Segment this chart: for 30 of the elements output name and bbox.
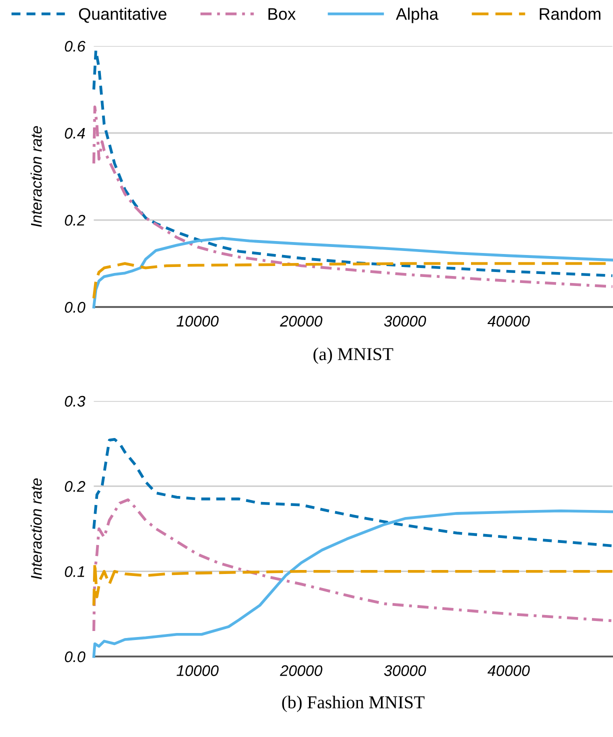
y-axis-title: Interaction rate [30, 126, 42, 227]
x-tick-label: 40000 [488, 316, 530, 327]
x-tick-label: 10000 [176, 316, 219, 327]
x-tick-label: 20000 [280, 665, 322, 676]
line-series [92, 106, 613, 288]
legend-label: Random [540, 8, 600, 20]
line-series [92, 236, 613, 308]
x-tick-label: 20000 [280, 316, 322, 327]
y-tick-label: 0.0 [64, 302, 86, 313]
legend-label: Alpha [396, 8, 438, 24]
line-series [92, 498, 613, 632]
legend-label: Box [268, 8, 296, 20]
y-tick-label: 0.4 [64, 128, 85, 139]
y-tick-label: 0.2 [64, 214, 86, 226]
text: (b) Fashion MNIST [282, 696, 425, 712]
text: (a) MNIST [314, 348, 394, 364]
y-tick-label: 0.0 [64, 651, 86, 662]
line-series [92, 438, 613, 548]
x-tick-label: 40000 [488, 665, 530, 676]
y-tick-label: 0.2 [64, 481, 86, 492]
x-tick-label: 10000 [176, 665, 219, 676]
legend-label: Quantitative [78, 8, 166, 23]
x-tick-label: 30000 [384, 316, 426, 327]
y-axis-title: Interaction rate [30, 478, 42, 580]
y-tick-label: 0.3 [64, 396, 86, 407]
y-tick-label: 0.6 [64, 40, 86, 52]
x-tick-label: 30000 [384, 665, 426, 676]
y-tick-label: 0.1 [64, 566, 84, 578]
line-series [92, 48, 613, 278]
line-series [92, 509, 613, 658]
